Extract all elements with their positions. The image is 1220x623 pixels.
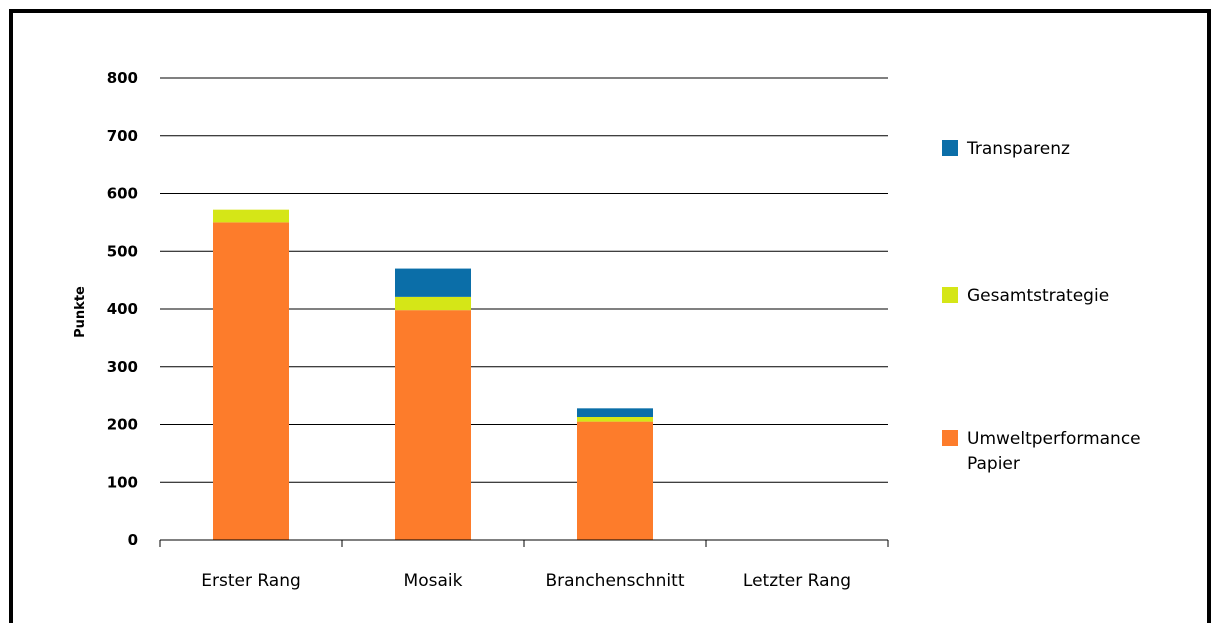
bar-segment: [577, 421, 653, 540]
legend-item: Umweltperformance Papier: [942, 429, 1141, 474]
legend-label: Umweltperformance Papier: [967, 429, 1141, 474]
legend: Transparenz Gesamtstrategie Umweltperforma…: [942, 139, 1141, 474]
bar-segment: [395, 310, 471, 540]
legend-label-line: Gesamtstrategie: [967, 286, 1109, 306]
x-tick-label: Erster Rang: [201, 571, 301, 591]
bar-segment: [213, 222, 289, 540]
legend-swatch: [942, 140, 958, 156]
legend-label: Gesamtstrategie: [967, 286, 1109, 306]
x-tick-label: Branchenschnitt: [545, 571, 684, 591]
bar-segment: [395, 268, 471, 297]
bar-segment: [395, 296, 471, 311]
legend-item: Transparenz: [942, 139, 1070, 159]
y-tick-label: 300: [107, 358, 138, 376]
y-tick-label: 200: [107, 416, 138, 434]
legend-label-line: Umweltperformance: [967, 429, 1141, 449]
y-tick-label: 0: [128, 531, 138, 549]
y-tick-label: 100: [107, 473, 138, 491]
legend-swatch: [942, 287, 958, 303]
bars: [213, 209, 653, 540]
bar-segment: [577, 408, 653, 417]
y-tick-label: 700: [107, 127, 138, 145]
legend-item: Gesamtstrategie: [942, 286, 1109, 306]
legend-label-line: Transparenz: [966, 139, 1070, 159]
y-tick-label: 500: [107, 242, 138, 260]
y-tick-label: 800: [107, 69, 138, 87]
legend-swatch: [942, 430, 958, 446]
y-axis-label: Punkte: [73, 286, 88, 338]
bar-segment: [213, 209, 289, 223]
y-tick-label: 600: [107, 185, 138, 203]
legend-label-line: Papier: [967, 454, 1020, 474]
y-tick-labels: 0 100 200 300 400 500 600 700 800: [107, 69, 138, 549]
y-tick-label: 400: [107, 300, 138, 318]
axes: [159, 539, 889, 547]
x-tick-label: Letzter Rang: [743, 571, 851, 591]
x-tick-labels: Erster Rang Mosaik Branchenschnitt Letzter …: [201, 571, 851, 591]
bar-segment: [577, 416, 653, 422]
x-tick-label: Mosaik: [404, 571, 463, 591]
chart-frame: [9, 9, 1211, 623]
legend-label: Transparenz: [966, 139, 1070, 159]
